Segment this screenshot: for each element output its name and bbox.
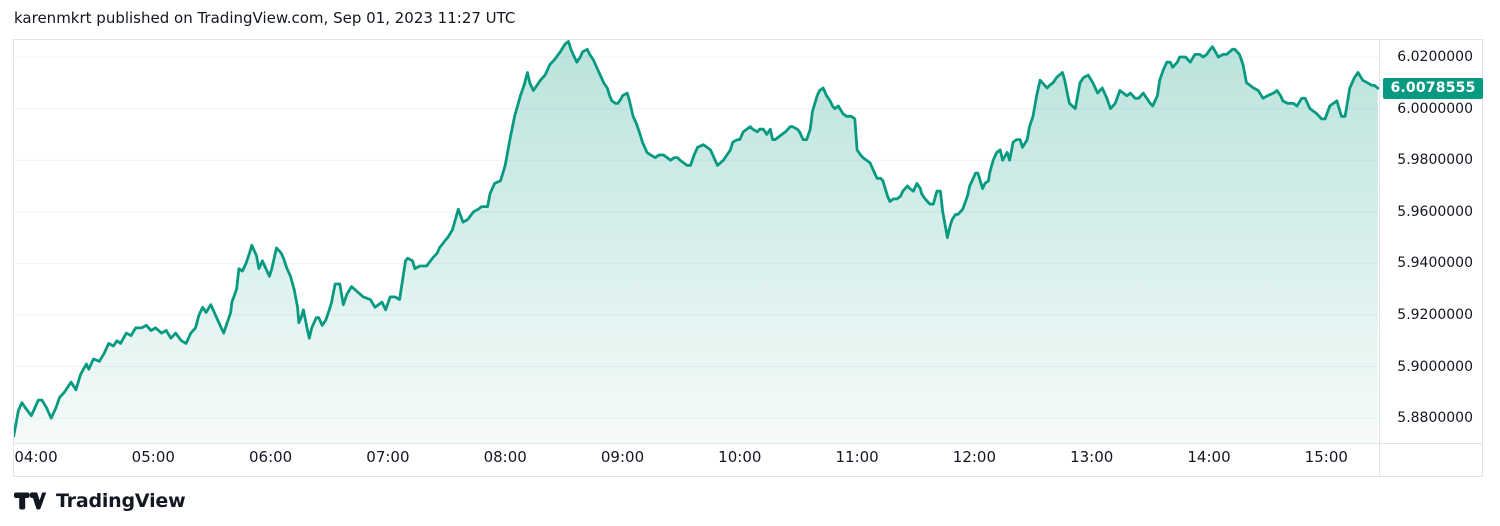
area-fill bbox=[13, 41, 1378, 443]
price-tick-label: 5.9600000 bbox=[1397, 203, 1473, 220]
price-area-chart[interactable] bbox=[13, 39, 1483, 477]
price-tick-label: 6.0200000 bbox=[1397, 49, 1473, 65]
price-tick-label: 5.9400000 bbox=[1397, 255, 1473, 272]
time-tick-label: 15:00 bbox=[1304, 448, 1348, 466]
time-tick-label: 12:00 bbox=[952, 448, 997, 466]
time-tick-label: 14:00 bbox=[1187, 448, 1231, 466]
time-tick-label: 06:00 bbox=[248, 448, 293, 466]
time-tick-label: 09:00 bbox=[600, 448, 645, 466]
time-tick-label: 08:00 bbox=[483, 448, 527, 466]
time-tick-label: 04:00 bbox=[14, 448, 58, 466]
chart-widget: 6.0200000 6.0000000 5.9800000 5.9600000 5.94… bbox=[13, 39, 1483, 477]
tradingview-footer: TradingView bbox=[13, 489, 186, 513]
time-tick-label: 11:00 bbox=[835, 448, 879, 466]
last-price-badge: 6.0078555 bbox=[1383, 77, 1483, 99]
time-tick-label: 07:00 bbox=[366, 448, 410, 466]
price-tick-label: 5.8800000 bbox=[1397, 410, 1473, 427]
time-tick-label: 05:00 bbox=[131, 448, 175, 466]
tradingview-logo-icon[interactable] bbox=[13, 490, 47, 512]
attribution-text: karenmkrt published on TradingView.com, … bbox=[14, 9, 516, 27]
price-tick-label: 6.0000000 bbox=[1397, 100, 1473, 117]
price-series bbox=[13, 40, 1379, 443]
time-tick-label: 13:00 bbox=[1070, 448, 1114, 466]
chart-border bbox=[13, 39, 1483, 477]
price-tick-label: 5.9000000 bbox=[1397, 358, 1473, 375]
tradingview-logo-text[interactable]: TradingView bbox=[56, 490, 186, 512]
price-tick-label: 5.9200000 bbox=[1397, 307, 1473, 323]
time-tick-label: 10:00 bbox=[718, 448, 762, 466]
price-line bbox=[13, 40, 1379, 438]
price-tick-label: 5.9800000 bbox=[1397, 152, 1473, 169]
